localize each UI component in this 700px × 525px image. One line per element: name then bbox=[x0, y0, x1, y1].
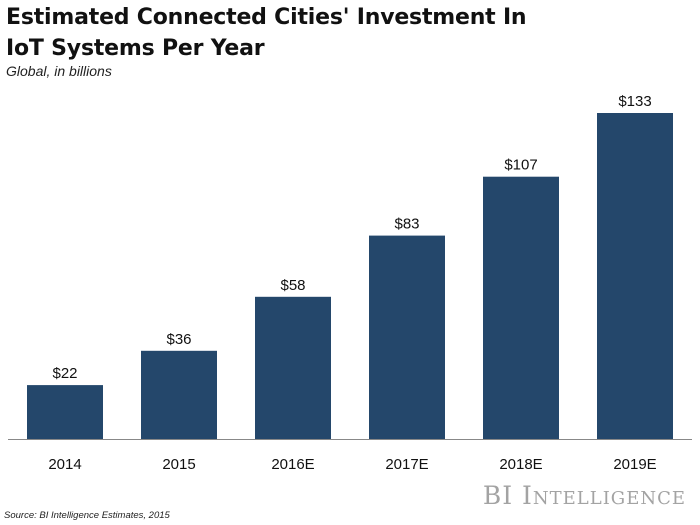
value-label-2015: $36 bbox=[166, 331, 191, 348]
chart-subtitle: Global, in billions bbox=[6, 63, 112, 79]
bars-layer bbox=[27, 113, 673, 439]
tick-label-2014: 2014 bbox=[48, 456, 81, 473]
chart-title: Estimated Connected Cities' Investment I… bbox=[6, 5, 527, 61]
labels-layer: $22 2014 $36 2015 $58 2016E $83 2017E $107 2018E $… bbox=[48, 93, 656, 473]
tick-label-2015: 2015 bbox=[162, 456, 195, 473]
source-note: Source: BI Intelligence Estimates, 2015 bbox=[4, 510, 170, 521]
bar-2014 bbox=[27, 385, 103, 439]
bar-2019E bbox=[597, 113, 673, 439]
tick-label-2018E: 2018E bbox=[499, 456, 542, 473]
bar-2018E bbox=[483, 176, 559, 439]
bi-intelligence-logo: BI Intelligence bbox=[482, 481, 686, 510]
tick-label-2017E: 2017E bbox=[385, 456, 428, 473]
value-label-2016E: $58 bbox=[280, 277, 305, 294]
bar-2016E bbox=[255, 296, 331, 439]
value-label-2017E: $83 bbox=[394, 216, 419, 233]
tick-label-2019E: 2019E bbox=[613, 456, 656, 473]
bar-2017E bbox=[369, 235, 445, 439]
value-label-2014: $22 bbox=[52, 365, 77, 382]
value-label-2018E: $107 bbox=[504, 157, 537, 174]
value-label-2019E: $133 bbox=[618, 93, 651, 110]
tick-label-2016E: 2016E bbox=[271, 456, 314, 473]
bar-2015 bbox=[141, 350, 217, 439]
